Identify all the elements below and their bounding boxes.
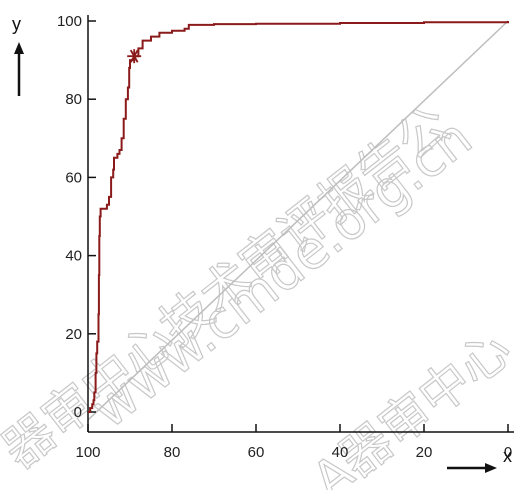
y-tick-label: 0 <box>74 404 82 421</box>
x-axis-title: x <box>447 446 512 473</box>
x-tick-label: 40 <box>332 444 349 461</box>
y-ticks: 0 20 40 60 80 100 <box>57 13 96 421</box>
x-axis-label: x <box>503 446 512 466</box>
x-tick-label: 0 <box>504 444 512 461</box>
asterisk-marker <box>127 49 142 64</box>
y-axis-title: y <box>12 14 24 96</box>
y-tick-label: 40 <box>65 248 82 265</box>
x-tick-label: 100 <box>75 444 100 461</box>
y-tick-label: 100 <box>57 13 82 30</box>
x-tick-label: 80 <box>164 444 181 461</box>
up-arrow-icon <box>14 42 24 54</box>
x-tick-label: 60 <box>248 444 265 461</box>
y-axis-label: y <box>12 14 21 34</box>
watermark: www.cmde.org.cn 器审中心技术审评报告公 A器审中心 <box>0 95 519 490</box>
y-tick-label: 80 <box>65 91 82 108</box>
y-tick-label: 60 <box>65 169 82 186</box>
roc-curve <box>88 21 509 413</box>
axes <box>87 15 514 433</box>
y-tick-label: 20 <box>65 326 82 343</box>
x-tick-label: 20 <box>416 444 433 461</box>
x-ticks: 100 80 60 40 20 0 <box>75 424 512 461</box>
right-arrow-icon <box>485 463 497 473</box>
reference-diagonal <box>87 20 509 421</box>
